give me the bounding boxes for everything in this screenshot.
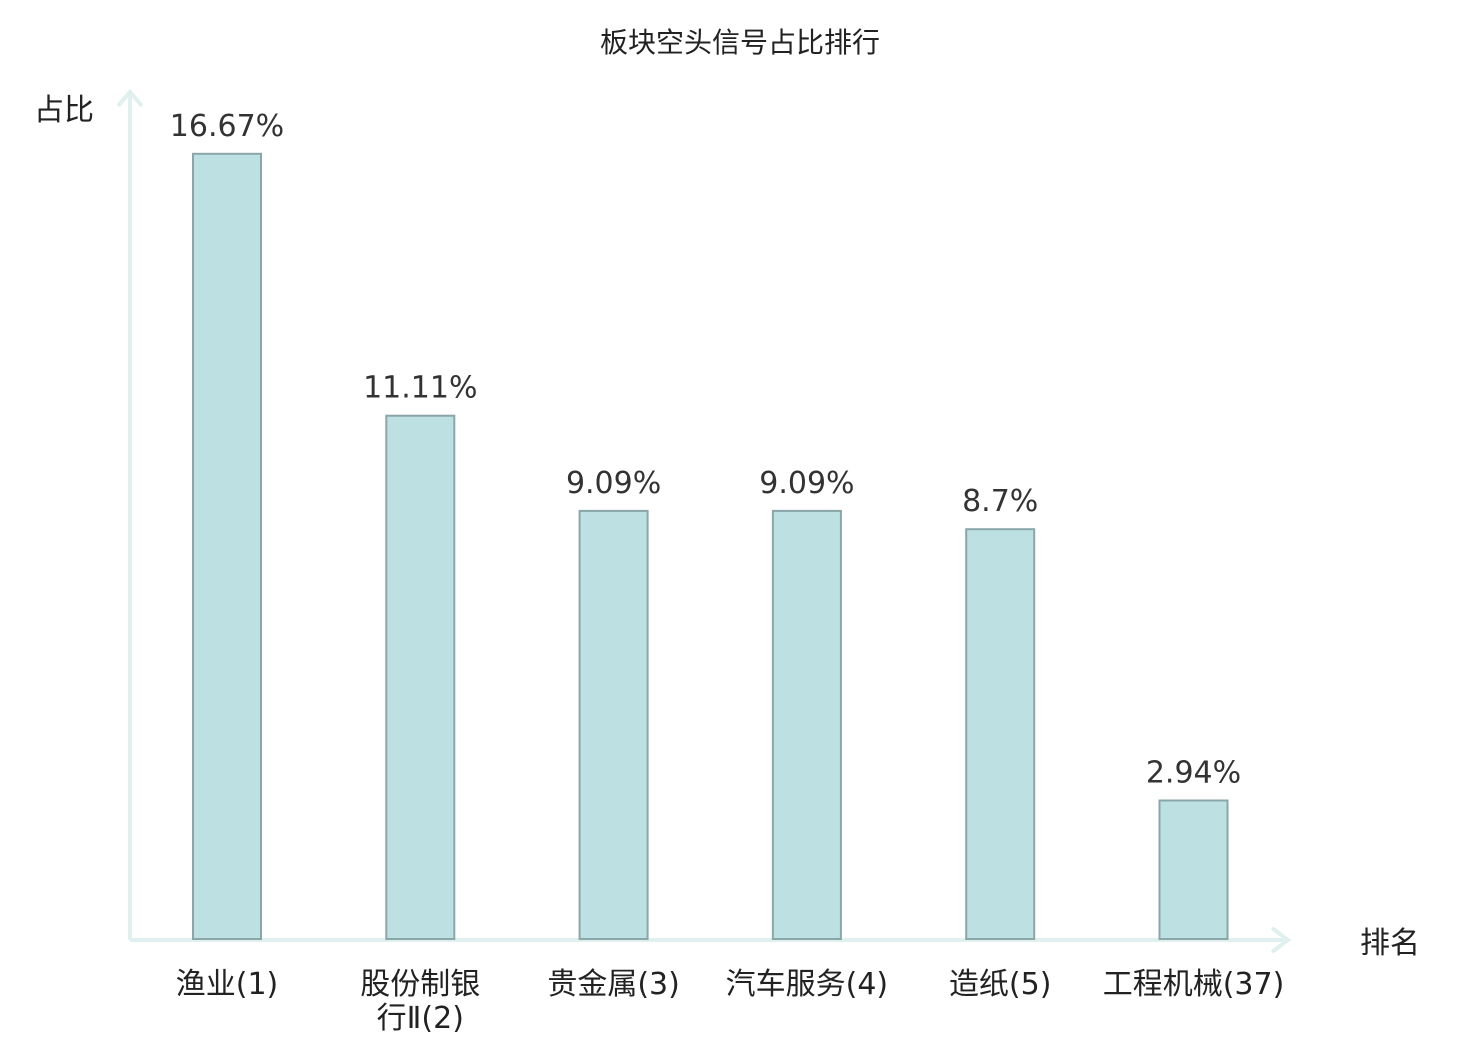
category-label-3: 贵金属(3) — [547, 967, 680, 1002]
value-label-4: 9.09% — [759, 466, 854, 501]
category-label-line: 行Ⅱ(2) — [377, 1001, 464, 1036]
category-label-1: 渔业(1) — [176, 967, 279, 1002]
category-label-5: 造纸(5) — [949, 967, 1052, 1002]
category-label-line: 渔业(1) — [176, 967, 279, 1002]
category-label-line: 贵金属(3) — [547, 967, 680, 1002]
category-label-6: 工程机械(37) — [1103, 967, 1285, 1002]
bar-3 — [578, 509, 649, 940]
category-label-line: 股份制银 — [360, 967, 480, 1002]
y-axis-arrow-icon — [116, 88, 144, 108]
axes — [116, 88, 1292, 954]
value-labels-group: 16.67% 11.11% 9.09% 9.09% 8.7% 2.94% — [170, 109, 1241, 791]
bar-4 — [771, 509, 842, 940]
category-label-line: 汽车服务(4) — [726, 967, 889, 1002]
category-label-2: 股份制银行Ⅱ(2) — [360, 967, 480, 1036]
category-labels-group: 渔业(1) 股份制银行Ⅱ(2) 贵金属(3) 汽车服务(4) 造纸(5) 工程机械(37) — [176, 967, 1285, 1036]
category-label-line: 工程机械(37) — [1103, 967, 1285, 1002]
bar-6 — [1158, 799, 1229, 940]
chart-title: 板块空头信号占比排行 — [600, 26, 880, 59]
value-label-2: 11.11% — [363, 371, 477, 406]
category-label-line: 造纸(5) — [949, 967, 1052, 1002]
bars-group — [192, 152, 1229, 941]
value-label-6: 2.94% — [1146, 756, 1241, 791]
bar-5 — [965, 528, 1036, 940]
x-axis-arrow-icon — [1270, 926, 1292, 954]
bar-1 — [192, 152, 262, 941]
category-label-4: 汽车服务(4) — [726, 967, 889, 1002]
value-label-3: 9.09% — [566, 466, 661, 501]
y-axis-label: 占比 — [34, 93, 94, 128]
bar-2 — [385, 414, 456, 940]
value-label-5: 8.7% — [962, 484, 1038, 519]
x-axis-label: 排名 — [1360, 926, 1420, 961]
value-label-1: 16.67% — [170, 109, 284, 144]
